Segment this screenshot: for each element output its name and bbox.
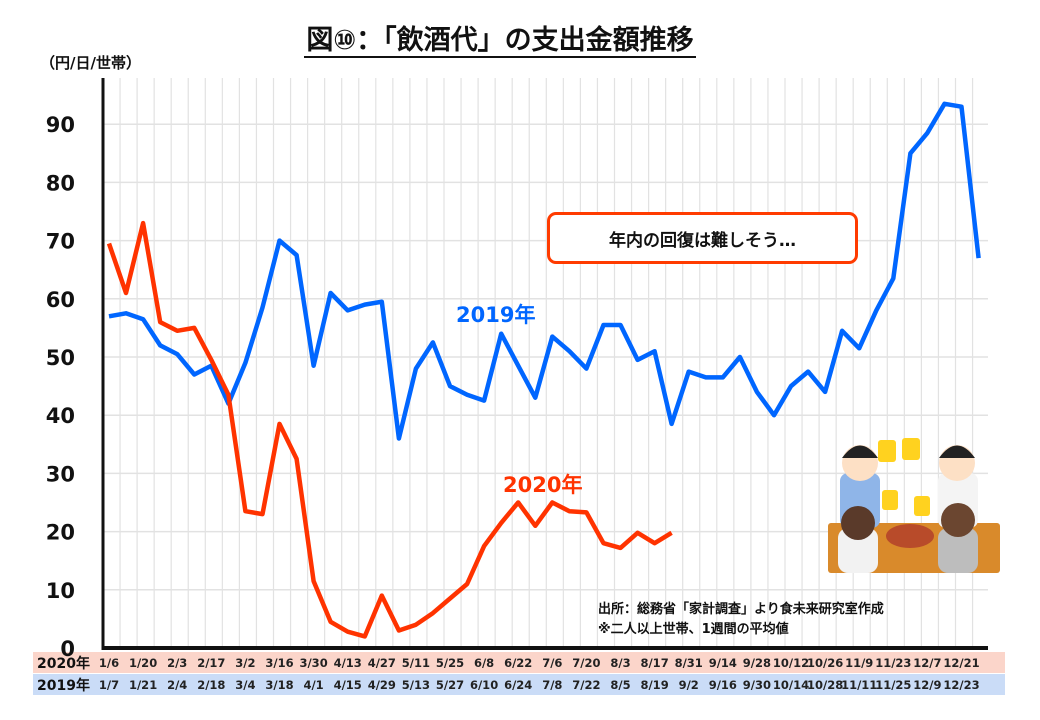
x-tick-label: 8/3: [610, 656, 630, 670]
x-tick-label: 10/14: [773, 678, 809, 692]
source-note: 出所：総務省「家計調査」より食未来研究室作成 ※二人以上世帯、1週間の平均値: [598, 600, 884, 640]
x-tick-label: 5/13: [402, 678, 430, 692]
x-tick-label: 9/16: [709, 678, 737, 692]
series-lines: [106, 101, 981, 639]
annotation-box: 年内の回復は難しそう…: [547, 212, 858, 264]
x-tick-label: 7/8: [542, 678, 562, 692]
y-tick-label: 90: [46, 113, 75, 137]
x-tick-label: 3/2: [235, 656, 255, 670]
x-tick-label: 12/7: [913, 656, 941, 670]
source-line: 出所：総務省「家計調査」より食未来研究室作成: [598, 602, 884, 617]
y-axis-unit-label: （円/日/世帯）: [40, 54, 141, 72]
y-tick-label: 80: [46, 171, 75, 195]
x-tick-label: 1/20: [129, 656, 157, 670]
x-tick-label: 3/16: [265, 656, 293, 670]
x-tick-label: 7/20: [572, 656, 600, 670]
x-tick-label: 4/1: [303, 678, 323, 692]
series-line-2019年: [108, 101, 981, 441]
x-tick-label: 11/23: [875, 656, 911, 670]
y-tick-label: 70: [46, 230, 75, 254]
x-tick-label: 8/17: [640, 656, 668, 670]
series-label-2019: 2019年: [456, 303, 536, 327]
y-tick-label: 40: [46, 404, 75, 428]
x-tick-label: 4/27: [368, 656, 396, 670]
x-tick-label: 11/9: [845, 656, 873, 670]
y-tick-label: 20: [46, 521, 75, 545]
axes: 0 10 20 30 40 50 60 70 80 90: [46, 78, 988, 661]
x-tick-label: 1/7: [99, 678, 119, 692]
x-tick-label: 9/30: [743, 678, 771, 692]
x-axis-row-bg: [33, 674, 1005, 695]
x-tick-label: 10/28: [807, 678, 843, 692]
y-tick-label: 60: [46, 288, 75, 312]
x-tick-label: 3/4: [235, 678, 255, 692]
x-tick-label: 4/29: [368, 678, 396, 692]
chart-title-text: 図⑩：「飲酒代」の支出金額推移: [304, 25, 696, 58]
x-axis-row-label: 2019年: [37, 677, 90, 694]
series-line-2020年: [106, 220, 673, 639]
x-tick-label: 10/12: [773, 656, 809, 670]
x-axis-row-label: 2020年: [37, 655, 90, 672]
series-label-2020: 2020年: [503, 473, 583, 497]
x-axis-table: 2020年 1/6 1/20 2/3 2/17 3/2 3/16 3/30 4/13 4/27 5/…: [33, 652, 1005, 695]
x-tick-label: 5/25: [436, 656, 464, 670]
x-tick-label: 12/9: [913, 678, 941, 692]
x-tick-label: 6/22: [504, 656, 532, 670]
x-tick-label: 11/25: [875, 678, 911, 692]
x-tick-label: 4/13: [334, 656, 362, 670]
x-axis-row-bg: [33, 652, 1005, 673]
y-tick-label: 10: [46, 579, 75, 603]
x-tick-label: 8/19: [640, 678, 668, 692]
x-tick-label: 9/14: [709, 656, 737, 670]
x-tick-label: 8/5: [610, 678, 630, 692]
y-tick-label: 50: [46, 346, 75, 370]
x-tick-label: 2/18: [197, 678, 225, 692]
x-tick-label: 8/31: [675, 656, 703, 670]
x-tick-label: 2/3: [167, 656, 187, 670]
x-tick-label: 9/28: [743, 656, 771, 670]
x-tick-label: 12/21: [943, 656, 979, 670]
chart-title: 図⑩：「飲酒代」の支出金額推移: [0, 18, 1000, 58]
x-tick-label: 1/21: [129, 678, 157, 692]
x-tick-label: 7/6: [542, 656, 562, 670]
x-tick-label: 11/11: [841, 678, 877, 692]
x-tick-label: 9/2: [679, 678, 699, 692]
y-tick-label: 30: [46, 462, 75, 486]
x-tick-label: 6/24: [504, 678, 532, 692]
x-tick-label: 12/23: [943, 678, 979, 692]
x-tick-label: 2/17: [197, 656, 225, 670]
y-tick-label: 0: [60, 637, 75, 661]
x-tick-label: 10/26: [807, 656, 843, 670]
x-tick-label: 4/15: [334, 678, 362, 692]
x-tick-label: 5/27: [436, 678, 464, 692]
x-tick-label: 6/10: [470, 678, 498, 692]
x-tick-label: 3/30: [299, 656, 327, 670]
x-tick-label: 3/18: [265, 678, 293, 692]
source-line: ※二人以上世帯、1週間の平均値: [598, 622, 789, 637]
x-tick-label: 5/11: [402, 656, 430, 670]
x-tick-label: 2/4: [167, 678, 187, 692]
people-toasting-beer-icon: [828, 438, 1000, 573]
x-tick-label: 7/22: [572, 678, 600, 692]
x-tick-label: 1/6: [99, 656, 119, 670]
x-tick-label: 6/8: [474, 656, 494, 670]
